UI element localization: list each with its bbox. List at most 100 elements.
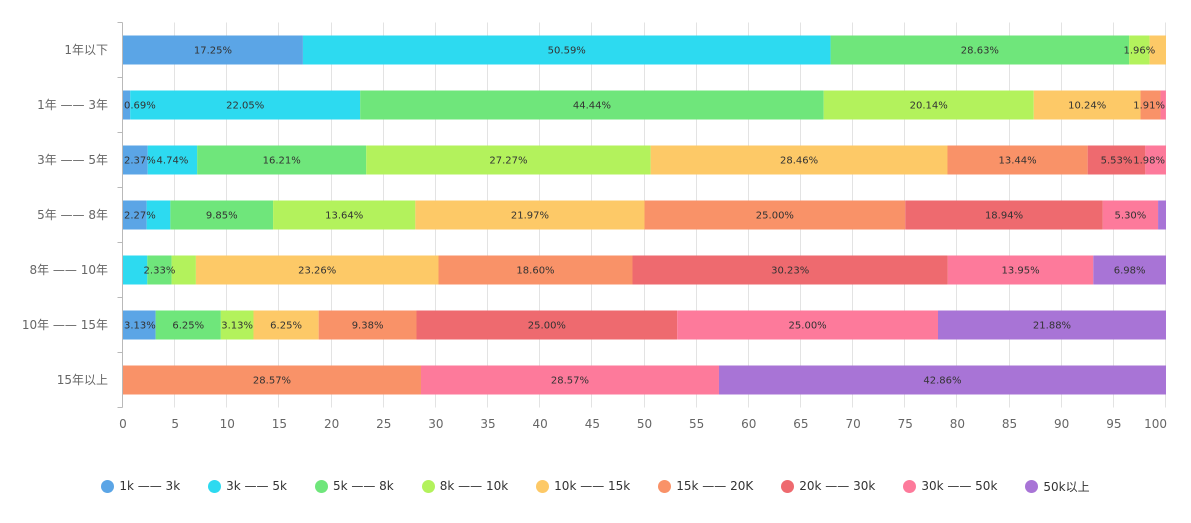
bar-value-label: 25.00% [789, 321, 827, 332]
bar-value-labels: 17.25% 50.59% 28.63% 1.96% 0.69% 22.05% 44.44%… [124, 46, 1165, 387]
legend-label: 10k —— 15k [554, 479, 631, 493]
bar-segment[interactable] [416, 310, 678, 340]
bar-segment[interactable] [302, 35, 831, 65]
bar-segment[interactable] [146, 200, 171, 230]
legend-item[interactable]: 50k以上 [1025, 478, 1090, 495]
bar-segment[interactable] [905, 200, 1103, 230]
bar-segment[interactable] [1129, 35, 1150, 65]
bar-value-label: 1.98% [1133, 156, 1165, 167]
bar-segment[interactable] [947, 255, 1094, 285]
bar-segment[interactable] [632, 255, 948, 285]
bar-segment[interactable] [438, 255, 633, 285]
legend-item[interactable]: 1k —— 3k [101, 479, 180, 493]
bar-value-label: 50.59% [548, 46, 586, 57]
bar-segment[interactable] [147, 145, 198, 175]
bar-segment[interactable] [830, 35, 1130, 65]
bar-value-label: 30.23% [771, 266, 809, 277]
bar-segment[interactable] [823, 90, 1034, 120]
legend-item[interactable]: 8k —— 10k [421, 479, 508, 493]
bar-segment[interactable] [123, 200, 147, 230]
bar-value-label: 21.88% [1033, 321, 1071, 332]
bar-value-label: 13.44% [999, 156, 1037, 167]
bar-segment[interactable] [1087, 145, 1146, 175]
legend-marker-icon [658, 479, 672, 493]
bar-segment[interactable] [718, 365, 1166, 395]
bar-segment[interactable] [1093, 255, 1166, 285]
bar-segment[interactable] [155, 310, 221, 340]
bar-value-label: 3.13% [221, 321, 253, 332]
bar-segment[interactable] [197, 145, 367, 175]
bar-segment[interactable] [123, 365, 421, 395]
chart-legend: 1k —— 3k 3k —— 5k 5k —— 8k 8k —— 10k 10k —— … [0, 476, 1191, 496]
bar-segment[interactable] [253, 310, 319, 340]
bar-segment[interactable] [1160, 90, 1166, 120]
x-tick-label: 10 [220, 417, 235, 431]
x-tick-label: 60 [741, 417, 756, 431]
bar-segment[interactable] [171, 255, 196, 285]
legend-item[interactable]: 15k —— 20K [658, 479, 753, 493]
bar-segment[interactable] [1033, 90, 1141, 120]
bar-segment[interactable] [1102, 200, 1159, 230]
bar-value-label: 13.64% [325, 211, 363, 222]
legend-item[interactable]: 20k —— 30k [781, 479, 875, 493]
legend-item[interactable]: 30k —— 50k [903, 479, 997, 493]
bar-segment[interactable] [220, 310, 254, 340]
bar-value-label: 1.91% [1133, 101, 1165, 112]
bar-segment[interactable] [147, 255, 172, 285]
bar-value-label: 9.38% [352, 321, 384, 332]
x-tick-label: 40 [533, 417, 548, 431]
bar-value-label: 44.44% [573, 101, 611, 112]
bar-segment[interactable] [1145, 145, 1166, 175]
bar-value-label: 0.69% [124, 101, 156, 112]
bar-segment[interactable] [1158, 200, 1166, 230]
bar-value-label: 28.46% [780, 156, 818, 167]
bar-segment[interactable] [415, 200, 645, 230]
y-category-label: 8年 —— 10年 [29, 263, 108, 277]
bar-segment[interactable] [650, 145, 948, 175]
bar-segment[interactable] [420, 365, 719, 395]
x-tick-label: 30 [428, 417, 443, 431]
bar-segment[interactable] [360, 90, 824, 120]
bar-segment[interactable] [123, 35, 303, 65]
legend-item[interactable]: 3k —— 5k [208, 479, 287, 493]
bar-segment[interactable] [318, 310, 417, 340]
y-category-label: 15年以上 [57, 373, 108, 387]
legend-label: 50k以上 [1043, 479, 1090, 494]
bar-segment[interactable] [123, 310, 156, 340]
bar-segment[interactable] [1149, 35, 1166, 65]
legend-item[interactable]: 5k —— 8k [314, 479, 394, 493]
x-tick-label: 0 [119, 417, 127, 431]
bar-segment[interactable] [677, 310, 939, 340]
y-category-label: 1年 —— 3年 [37, 98, 108, 112]
bar-segment[interactable] [130, 90, 361, 120]
bar-segment[interactable] [938, 310, 1166, 340]
bar-segment[interactable] [123, 255, 148, 285]
bar-value-label: 5.53% [1101, 156, 1133, 167]
bar-segment[interactable] [123, 145, 148, 175]
y-category-label: 1年以下 [64, 43, 108, 57]
legend-item[interactable]: 10k —— 15k [536, 479, 630, 493]
x-tick-label: 50 [637, 417, 652, 431]
bar-value-label: 2.33% [144, 266, 176, 277]
bar-value-label: 10.24% [1068, 101, 1106, 112]
bar-value-label: 4.74% [157, 156, 189, 167]
legend-marker-icon [781, 479, 795, 493]
x-tick-label: 45 [585, 417, 600, 431]
legend-label: 20k —— 30k [799, 479, 876, 493]
bar-value-label: 9.85% [206, 211, 238, 222]
bar-segment[interactable] [170, 200, 274, 230]
bar-value-label: 42.86% [923, 376, 961, 387]
bar-segment[interactable] [644, 200, 906, 230]
bar-segment[interactable] [947, 145, 1088, 175]
bar-segment[interactable] [195, 255, 439, 285]
x-tick-label: 15 [272, 417, 287, 431]
x-tick-label: 5 [171, 417, 179, 431]
legend-marker-icon [536, 479, 550, 493]
bar-segment[interactable] [1140, 90, 1161, 120]
bar-value-label: 13.95% [1001, 266, 1039, 277]
bar-segment[interactable] [123, 90, 131, 120]
bar-segment[interactable] [273, 200, 416, 230]
bar-value-label: 28.63% [961, 46, 999, 57]
bar-segment[interactable] [366, 145, 651, 175]
x-tick-label: 55 [689, 417, 704, 431]
